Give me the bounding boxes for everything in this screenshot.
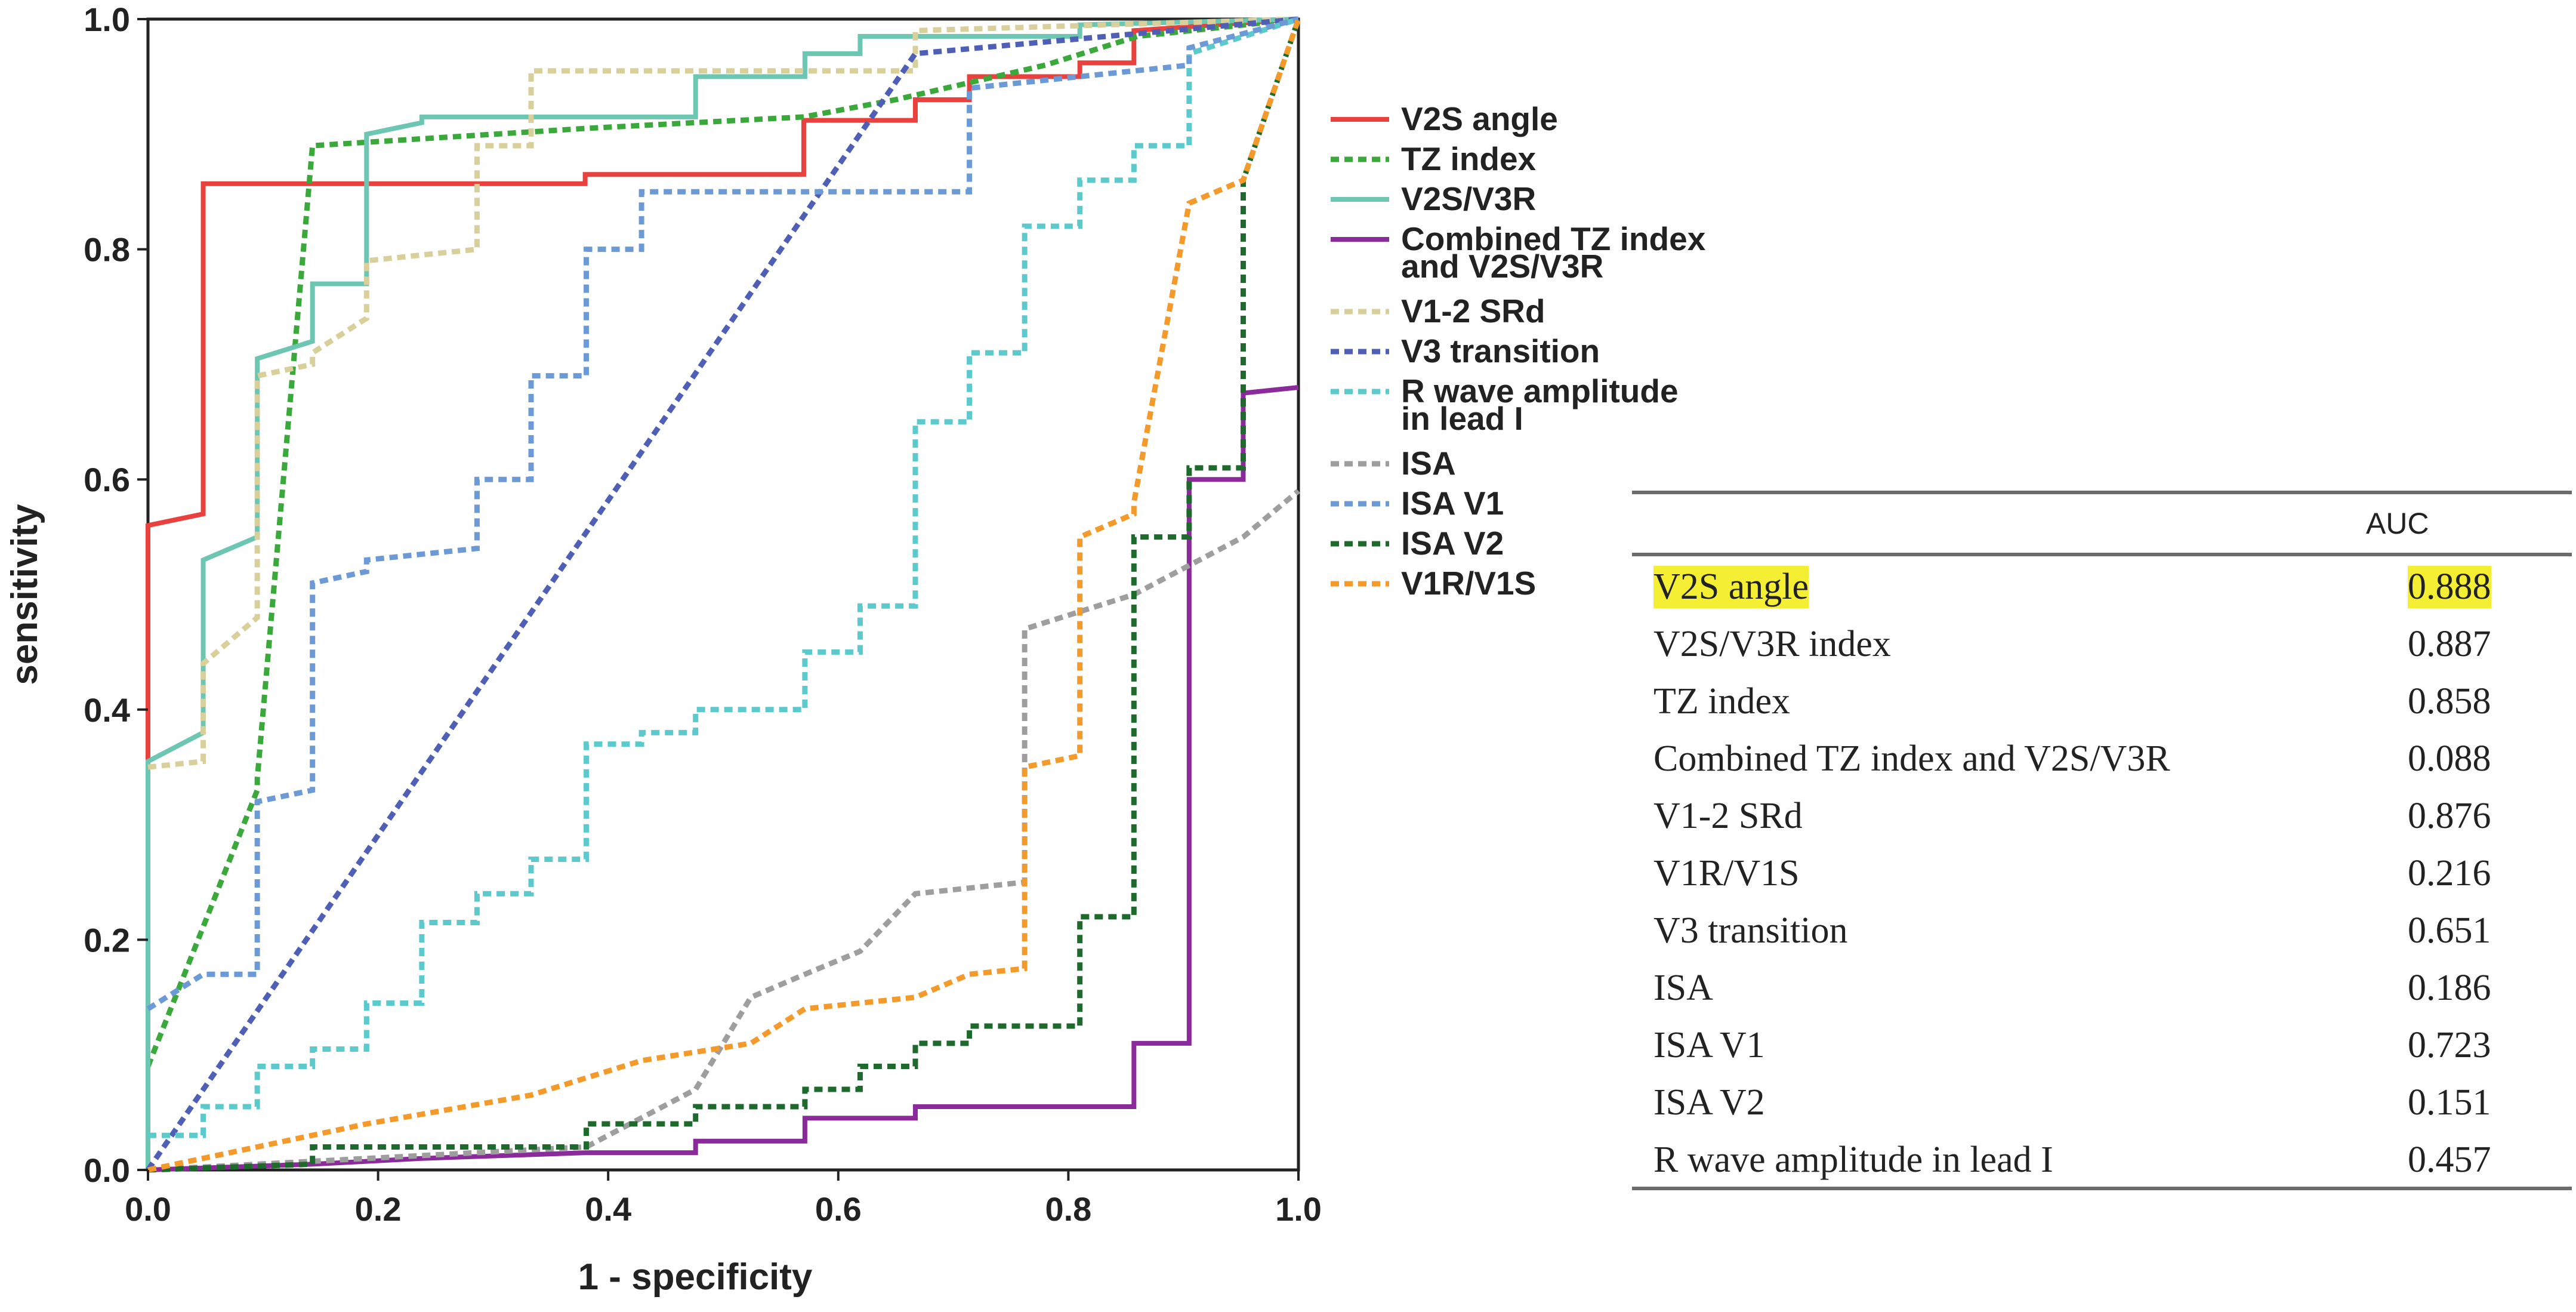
- auc-row-name: Combined TZ index and V2S/V3R: [1653, 738, 2170, 779]
- auc-row-name: V3 transition: [1653, 910, 1848, 951]
- y-tick-label: 0.0: [84, 1151, 130, 1189]
- series-layer: [145, 16, 1301, 1173]
- x-axis-label: 1 - specificity: [578, 1256, 813, 1298]
- table-row: R wave amplitude in lead I 0.457: [1632, 1129, 2572, 1187]
- y-tick-label: 0.6: [84, 461, 130, 498]
- auc-row-name: ISA: [1653, 968, 1713, 1008]
- table-row: V1R/V1S 0.216: [1632, 843, 2572, 900]
- legend-label-v2s-angle: V2S angle: [1401, 100, 1558, 137]
- auc-row-name: V2S angle: [1653, 566, 1809, 608]
- auc-row-name: V1R/V1S: [1653, 853, 1800, 894]
- series-line-v1r-v1s: [147, 18, 1301, 1173]
- series-line-r-wave-amplitude-in-lead-i: [148, 16, 1300, 1138]
- x-tick-label: 0.6: [815, 1190, 862, 1228]
- y-tick-label: 1.0: [84, 1, 130, 38]
- legend-label-v1-2-srd: V1-2 SRd: [1401, 292, 1545, 329]
- auc-row-value: 0.186: [2408, 968, 2491, 1008]
- y-tick-label: 0.2: [84, 921, 130, 959]
- auc-row-name: TZ index: [1653, 681, 1790, 722]
- table-row: ISA V1 0.723: [1632, 1015, 2572, 1072]
- table-row: V2S/V3R index 0.887: [1632, 614, 2572, 671]
- auc-row-value: 0.088: [2408, 738, 2491, 779]
- series-line-v2s-angle: [146, 17, 1299, 1170]
- auc-table: AUC V2S angle 0.888 V2S/V3R index 0.887 TZ i…: [1632, 491, 2572, 1190]
- legend-label-isa-v1: ISA V1: [1401, 485, 1504, 522]
- auc-row-value: 0.876: [2408, 796, 2491, 836]
- legend-label-tz-index: TZ index: [1401, 140, 1537, 177]
- series-line-isa: [147, 489, 1300, 1173]
- auc-table-body: V2S angle 0.888 V2S/V3R index 0.887 TZ index…: [1632, 556, 2572, 1187]
- table-row: V3 transition 0.651: [1632, 900, 2572, 957]
- y-axis-label: sensitivity: [4, 504, 45, 685]
- y-tick-label: 0.4: [84, 691, 130, 729]
- auc-row-value: 0.457: [2408, 1139, 2491, 1180]
- series-line-combined-tz-index-and-v2s-v3r: [147, 384, 1299, 1172]
- auc-row-value: 0.151: [2408, 1082, 2491, 1123]
- auc-row-name: ISA V1: [1653, 1025, 1765, 1065]
- series-line-isa-v1: [146, 16, 1300, 1011]
- x-tick-label: 0.8: [1045, 1190, 1091, 1228]
- x-tick-label: 0.4: [585, 1190, 631, 1228]
- legend-label-isa-v2: ISA V2: [1401, 525, 1504, 562]
- axis-layer: 0.0 0.2 0.4 0.6 0.8 1.0 0.0 0.2 0.4 0.6 0.8 1.0: [84, 1, 1322, 1228]
- auc-row-value: 0.723: [2408, 1025, 2491, 1065]
- auc-row-name: ISA V2: [1653, 1082, 1765, 1123]
- table-row: ISA 0.186: [1632, 957, 2572, 1015]
- legend-label-r-wave-amplitude-in-lead-i: R wave amplitude in lead I: [1401, 372, 1679, 437]
- legend-label-combined-tz-index-and-v2s-v3r: Combined TZ index and V2S/V3R: [1401, 220, 1706, 285]
- table-row: TZ index 0.858: [1632, 671, 2572, 728]
- auc-row-value: 0.216: [2408, 853, 2491, 894]
- auc-row-name: V2S/V3R index: [1653, 624, 1891, 664]
- plot-area: [146, 17, 1300, 1172]
- legend-label-v1r-v1s: V1R/V1S: [1401, 565, 1536, 602]
- table-row: V2S angle 0.888: [1632, 556, 2572, 614]
- table-row: V1-2 SRd 0.876: [1632, 786, 2572, 843]
- x-tick-label: 1.0: [1275, 1190, 1322, 1228]
- auc-row-value: 0.651: [2408, 910, 2491, 951]
- legend-label-v3-transition: V3 transition: [1401, 332, 1600, 369]
- series-line-tz-index: [145, 16, 1299, 1068]
- x-tick-label: 0.2: [355, 1190, 402, 1228]
- auc-table-header: AUC: [1632, 494, 2572, 556]
- table-row: ISA V2 0.151: [1632, 1072, 2572, 1129]
- auc-column-header: AUC: [2366, 507, 2429, 540]
- auc-row-value: 0.858: [2408, 681, 2491, 722]
- legend-label-v2s-v3r: V2S/V3R: [1401, 180, 1536, 217]
- auc-row-name: V1-2 SRd: [1653, 796, 1803, 836]
- y-tick-label: 0.8: [84, 231, 130, 269]
- series-line-v3-transition: [146, 16, 1299, 1172]
- auc-row-value: 0.888: [2408, 566, 2491, 608]
- table-row: Combined TZ index and V2S/V3R 0.088: [1632, 728, 2572, 786]
- legend-label-isa: ISA: [1401, 445, 1456, 482]
- series-line-v2s-v3r: [146, 17, 1299, 1170]
- series-line-isa-v2: [147, 18, 1301, 1173]
- x-tick-label: 0.0: [125, 1190, 171, 1228]
- auc-row-value: 0.887: [2408, 624, 2491, 664]
- auc-row-name: R wave amplitude in lead I: [1653, 1139, 2053, 1180]
